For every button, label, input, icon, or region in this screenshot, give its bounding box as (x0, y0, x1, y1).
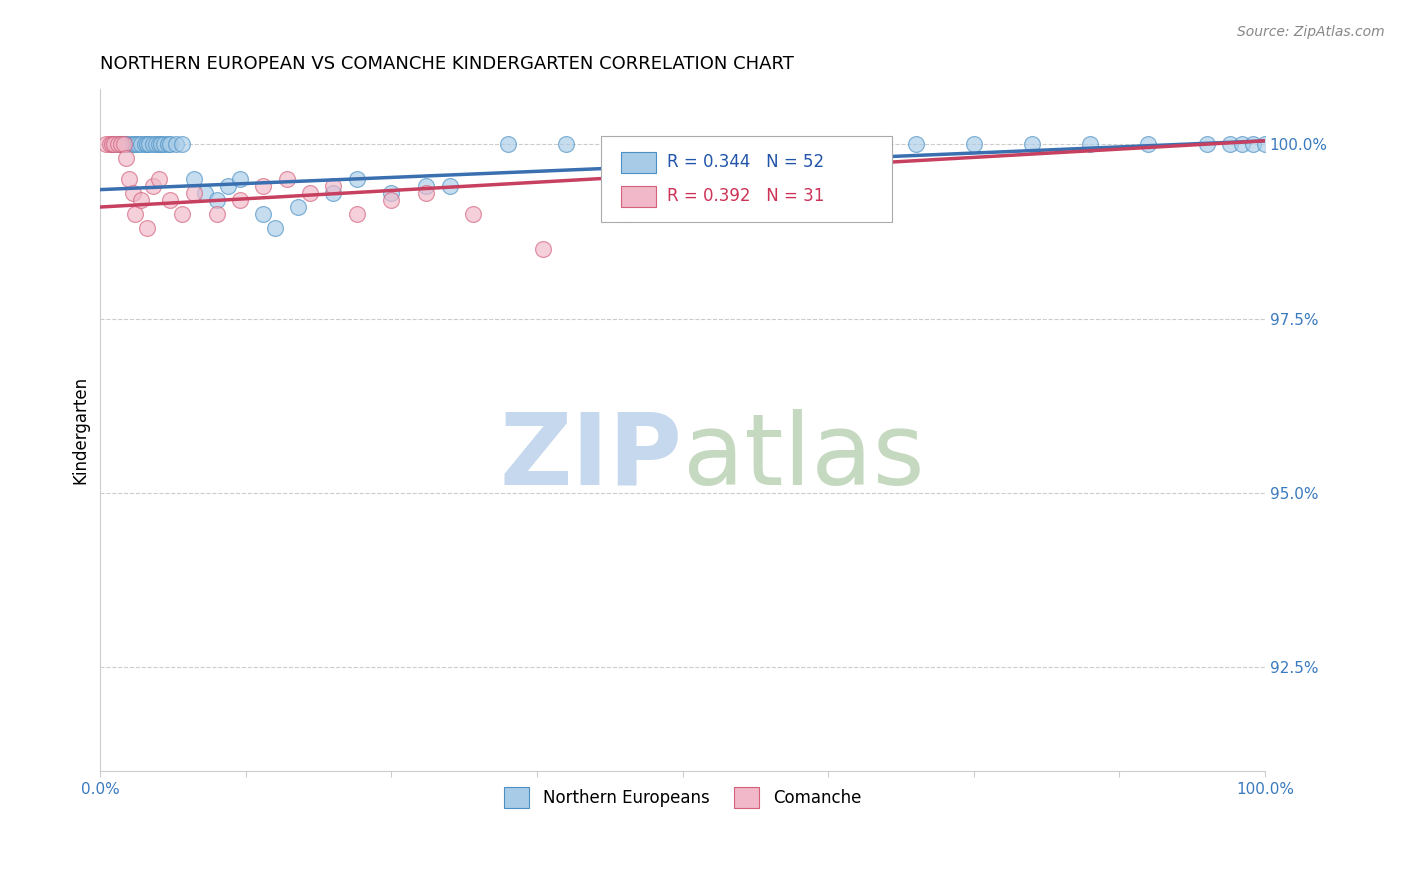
Point (170, 137, 193, 152)
Point (136, 137, 159, 152)
FancyBboxPatch shape (602, 136, 893, 222)
Point (122, 137, 145, 152)
Point (904, 137, 927, 152)
Point (346, 172, 368, 186)
Point (346, 207, 368, 221)
Point (110, 137, 132, 152)
Point (1254, 137, 1277, 152)
Point (138, 137, 160, 152)
Point (118, 137, 141, 152)
Point (142, 179, 165, 194)
Text: atlas: atlas (682, 409, 924, 506)
Point (380, 186, 402, 200)
Text: ZIP: ZIP (499, 409, 682, 506)
Point (127, 137, 149, 152)
Point (671, 137, 693, 152)
Legend: Northern Europeans, Comanche: Northern Europeans, Comanche (498, 780, 868, 814)
Point (322, 186, 344, 200)
Point (787, 137, 810, 152)
Point (142, 137, 165, 152)
Point (110, 137, 132, 152)
Point (613, 137, 636, 152)
Point (103, 137, 125, 152)
Point (115, 151, 138, 165)
Point (1021, 137, 1043, 152)
Point (124, 207, 146, 221)
Point (531, 242, 554, 256)
Point (205, 193, 228, 207)
Point (322, 179, 344, 194)
Point (159, 193, 181, 207)
Point (136, 221, 159, 235)
Point (415, 186, 437, 200)
Point (264, 221, 287, 235)
Point (107, 137, 129, 152)
Point (229, 172, 252, 186)
Point (118, 172, 141, 186)
Point (963, 137, 986, 152)
Point (205, 207, 228, 221)
Point (115, 137, 138, 152)
Point (461, 207, 484, 221)
Point (287, 200, 309, 214)
Point (159, 137, 181, 152)
Point (129, 137, 152, 152)
Point (1219, 137, 1241, 152)
Point (98, 137, 121, 152)
Text: Source: ZipAtlas.com: Source: ZipAtlas.com (1237, 25, 1385, 39)
Point (229, 193, 252, 207)
Point (145, 137, 167, 152)
Point (170, 207, 193, 221)
Point (194, 186, 217, 200)
Text: R = 0.344   N = 52: R = 0.344 N = 52 (668, 153, 824, 171)
Point (183, 172, 205, 186)
Point (613, 207, 636, 221)
Point (252, 179, 274, 194)
Point (380, 193, 402, 207)
Point (1078, 137, 1101, 152)
Point (148, 137, 170, 152)
Point (134, 137, 156, 152)
Point (439, 179, 461, 194)
Point (217, 179, 239, 194)
Point (671, 172, 693, 186)
Point (149, 137, 172, 152)
Point (298, 186, 321, 200)
Text: R = 0.392   N = 31: R = 0.392 N = 31 (668, 187, 825, 205)
Point (124, 137, 146, 152)
Point (107, 137, 129, 152)
Point (183, 186, 205, 200)
Point (252, 207, 274, 221)
Point (156, 137, 179, 152)
Point (846, 137, 869, 152)
Point (101, 137, 124, 152)
Y-axis label: Kindergarten: Kindergarten (72, 376, 89, 484)
Point (1195, 137, 1218, 152)
Point (165, 137, 187, 152)
Point (112, 137, 135, 152)
Point (1137, 137, 1160, 152)
Point (415, 179, 437, 194)
Point (153, 137, 176, 152)
Point (1241, 137, 1264, 152)
FancyBboxPatch shape (621, 186, 655, 207)
Point (555, 137, 578, 152)
Point (96, 137, 118, 152)
Point (112, 137, 135, 152)
Point (101, 137, 124, 152)
Point (129, 193, 152, 207)
Text: NORTHERN EUROPEAN VS COMANCHE KINDERGARTEN CORRELATION CHART: NORTHERN EUROPEAN VS COMANCHE KINDERGART… (100, 55, 794, 73)
Point (122, 186, 145, 200)
Point (148, 172, 170, 186)
FancyBboxPatch shape (621, 152, 655, 172)
Point (276, 172, 298, 186)
Point (1230, 137, 1253, 152)
Point (496, 137, 519, 152)
Point (730, 137, 752, 152)
